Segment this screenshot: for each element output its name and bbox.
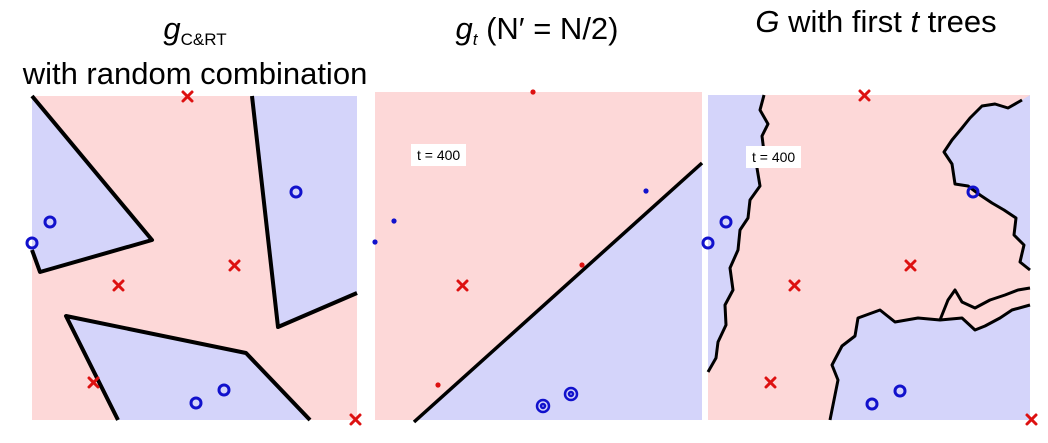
positive-circle [539,402,547,410]
negative-dot [530,89,536,95]
positive-circle [966,185,980,199]
positive-circle [189,396,203,410]
panel3-iteration-label: t = 400 [746,146,802,168]
panel1-boundary-bottom [64,314,312,422]
negative-cross [1025,413,1038,426]
negative-cross [788,279,801,292]
panel3-boundary-branch [938,286,1031,321]
panel3-boundary-bottom [828,303,1031,421]
panel3-positive-circles [701,185,980,411]
positive-circle [535,398,551,414]
panel2-positive-circles [535,386,579,414]
panel3-plot [701,89,1038,426]
negative-cross [228,259,241,272]
negative-cross [349,413,362,426]
positive-circle [719,215,733,229]
panel1-boundary-right [250,95,358,329]
negative-cross [87,376,100,389]
panel1-title-formula: gC&RT [163,11,227,50]
panel1-plot [25,90,362,426]
negative-cross [904,259,917,272]
negative-cross [456,279,469,292]
panel3-negative-crosses [764,89,1038,426]
negative-dot [579,262,585,268]
panel1-positive-region-bottom [66,316,310,420]
panel3-title: G with first t trees [755,4,997,39]
panel1-negative-crosses [87,90,362,426]
positive-dot [372,239,378,245]
panel2-title: gt (N′ = N/2) [455,11,619,50]
panel1-positive-circles [25,185,303,410]
positive-circle [289,185,303,199]
positive-circle [865,397,879,411]
negative-cross [764,376,777,389]
panel1-positive-region-right [252,96,357,327]
positive-circle [701,236,715,250]
panel2-positive-dots [372,188,649,245]
negative-dot [435,382,441,388]
panel1-boundary-left [30,94,154,274]
panel3-positive-region-bottom [830,305,1030,420]
positive-circle [893,384,907,398]
positive-circle [217,383,231,397]
panel3-positive-region-right [944,95,1030,270]
positive-circle [25,236,39,250]
panel2-iteration-label: t = 400 [411,144,467,166]
negative-cross [858,89,871,102]
panel2-boundary [412,161,704,424]
panel1-positive-region-left [32,96,152,272]
negative-cross [181,90,194,103]
positive-dot [643,188,649,194]
panel3-boundary-right [942,98,1031,272]
panel1-title-line2: with random combination [22,56,368,91]
panel2-negative-dots [435,89,585,388]
panel3-boundary-left [706,94,770,373]
panel1-title: gC&RT with random combination [0,12,390,91]
positive-circle [43,215,57,229]
panel2-plot [372,89,704,424]
negative-cross [112,279,125,292]
positive-dot [391,218,397,224]
positive-circle [567,390,575,398]
positive-circle [563,386,579,402]
